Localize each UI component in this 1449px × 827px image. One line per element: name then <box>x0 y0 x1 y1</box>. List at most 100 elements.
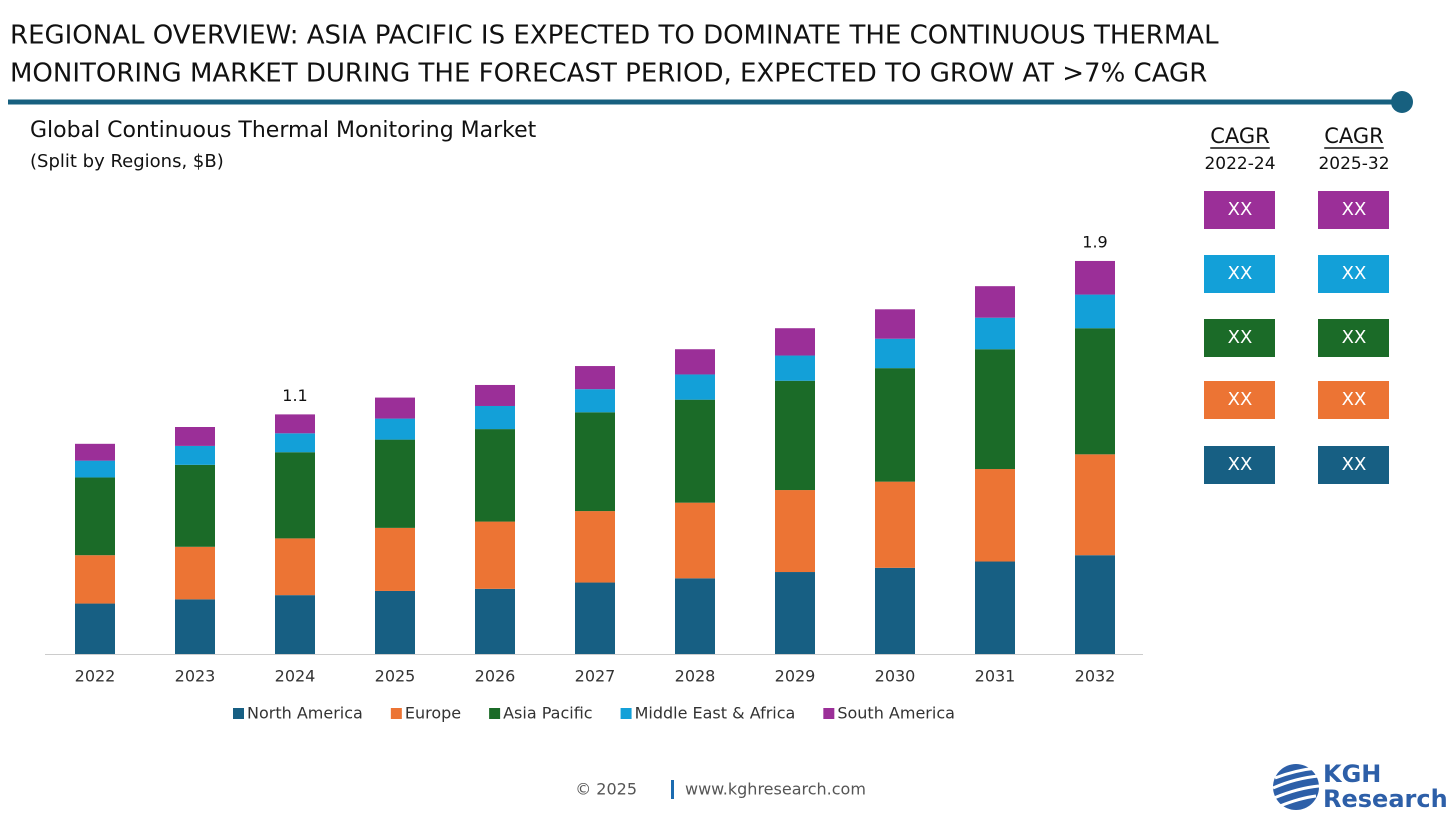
logo-text: Research <box>1323 785 1448 813</box>
legend-label: Middle East & Africa <box>635 704 796 723</box>
bar-segment <box>475 405 515 430</box>
cagr-title: CAGR <box>1210 124 1270 148</box>
bar-segment <box>975 317 1015 350</box>
cagr-value: XX <box>1342 199 1367 220</box>
bar-segment <box>775 572 815 654</box>
bar-segment <box>975 561 1015 654</box>
bar-segment <box>475 384 515 406</box>
bar-segment <box>575 582 615 654</box>
cagr-value: XX <box>1228 327 1253 348</box>
footer-url: www.kghresearch.com <box>685 780 866 799</box>
bar-segment <box>775 328 815 356</box>
cagr-box <box>1318 381 1389 419</box>
bar-segment <box>375 418 415 440</box>
bar-segment <box>275 433 315 453</box>
bar-segment <box>675 502 715 579</box>
bar-segment <box>175 546 215 600</box>
x-tick-label: 2032 <box>1075 667 1116 686</box>
bar-segment <box>1075 260 1115 295</box>
header-title: REGIONAL OVERVIEW: ASIA PACIFIC IS EXPEC… <box>10 21 1219 51</box>
x-tick-label: 2023 <box>175 667 216 686</box>
bar-segment <box>675 374 715 400</box>
bar-segment <box>975 286 1015 318</box>
bar-segment <box>75 555 115 604</box>
cagr-period: 2022-24 <box>1204 154 1275 174</box>
bar-segment <box>675 578 715 654</box>
bar-segment <box>775 380 815 491</box>
bar-segment <box>75 460 115 478</box>
bar-segment <box>575 366 615 390</box>
logo-text: KGH <box>1323 760 1381 788</box>
x-tick-label: 2025 <box>375 667 416 686</box>
bar-segment <box>875 309 915 339</box>
legend-label: North America <box>247 704 363 723</box>
cagr-box <box>1204 381 1275 419</box>
cagr-value: XX <box>1342 389 1367 410</box>
cagr-period: 2025-32 <box>1318 154 1389 174</box>
bar-segment <box>375 397 415 419</box>
bar-segment <box>775 355 815 381</box>
bar-segment <box>875 567 915 654</box>
chart-title: Global Continuous Thermal Monitoring Mar… <box>30 118 537 143</box>
bar-segment <box>575 511 615 583</box>
legend-label: Asia Pacific <box>503 704 592 723</box>
bar-segment <box>175 427 215 446</box>
x-tick-label: 2026 <box>475 667 516 686</box>
header-dot <box>1391 91 1413 113</box>
bar-segment <box>75 477 115 556</box>
bar-segment <box>575 389 615 413</box>
bar-segment <box>875 368 915 482</box>
x-tick-label: 2024 <box>275 667 316 686</box>
x-tick-label: 2022 <box>75 667 116 686</box>
bar-segment <box>375 439 415 528</box>
cagr-box <box>1204 191 1275 229</box>
bar-segment <box>475 429 515 522</box>
chart-subtitle: (Split by Regions, $B) <box>30 151 224 172</box>
total-label: 1.1 <box>282 386 307 405</box>
bar-segment <box>75 443 115 461</box>
cagr-box <box>1318 446 1389 484</box>
cagr-box <box>1204 255 1275 293</box>
bar-segment <box>175 445 215 465</box>
bar-segment <box>975 469 1015 562</box>
legend-swatch <box>233 708 244 719</box>
footer-separator <box>671 780 674 799</box>
bar-segment <box>275 595 315 654</box>
legend-swatch <box>620 708 632 719</box>
cagr-value: XX <box>1228 389 1253 410</box>
bar-segment <box>275 414 315 434</box>
bar-segment <box>875 338 915 369</box>
bar-segment <box>875 481 915 568</box>
bar-segment <box>1075 328 1115 455</box>
cagr-value: XX <box>1228 199 1253 220</box>
cagr-box <box>1204 319 1275 357</box>
bar-segment <box>275 452 315 539</box>
bar-segment <box>675 399 715 503</box>
logo: KGH Research <box>1272 760 1448 813</box>
bar-segment <box>1075 454 1115 556</box>
bar-segment <box>675 349 715 375</box>
bar-segment <box>175 464 215 547</box>
cagr-value: XX <box>1228 454 1253 475</box>
legend-swatch <box>823 708 835 719</box>
bar-segment <box>775 490 815 573</box>
legend-swatch <box>390 708 402 719</box>
x-tick-label: 2027 <box>575 667 616 686</box>
cagr-value: XX <box>1342 327 1367 348</box>
cagr-box <box>1318 191 1389 229</box>
cagr-value: XX <box>1342 454 1367 475</box>
bar-segment <box>975 349 1015 470</box>
legend-label: Europe <box>405 704 461 723</box>
bar-segment <box>575 412 615 512</box>
bar-segment <box>375 527 415 591</box>
header-title: MONITORING MARKET DURING THE FORECAST PE… <box>10 59 1207 89</box>
cagr-box <box>1318 255 1389 293</box>
bar-segment <box>175 599 215 654</box>
bar-segment <box>475 588 515 654</box>
bar-segment <box>1075 555 1115 654</box>
logo-stripes <box>1272 766 1320 808</box>
legend-label: South America <box>837 704 955 723</box>
footer-copyright: © 2025 <box>575 780 637 799</box>
cagr-title: CAGR <box>1324 124 1384 148</box>
